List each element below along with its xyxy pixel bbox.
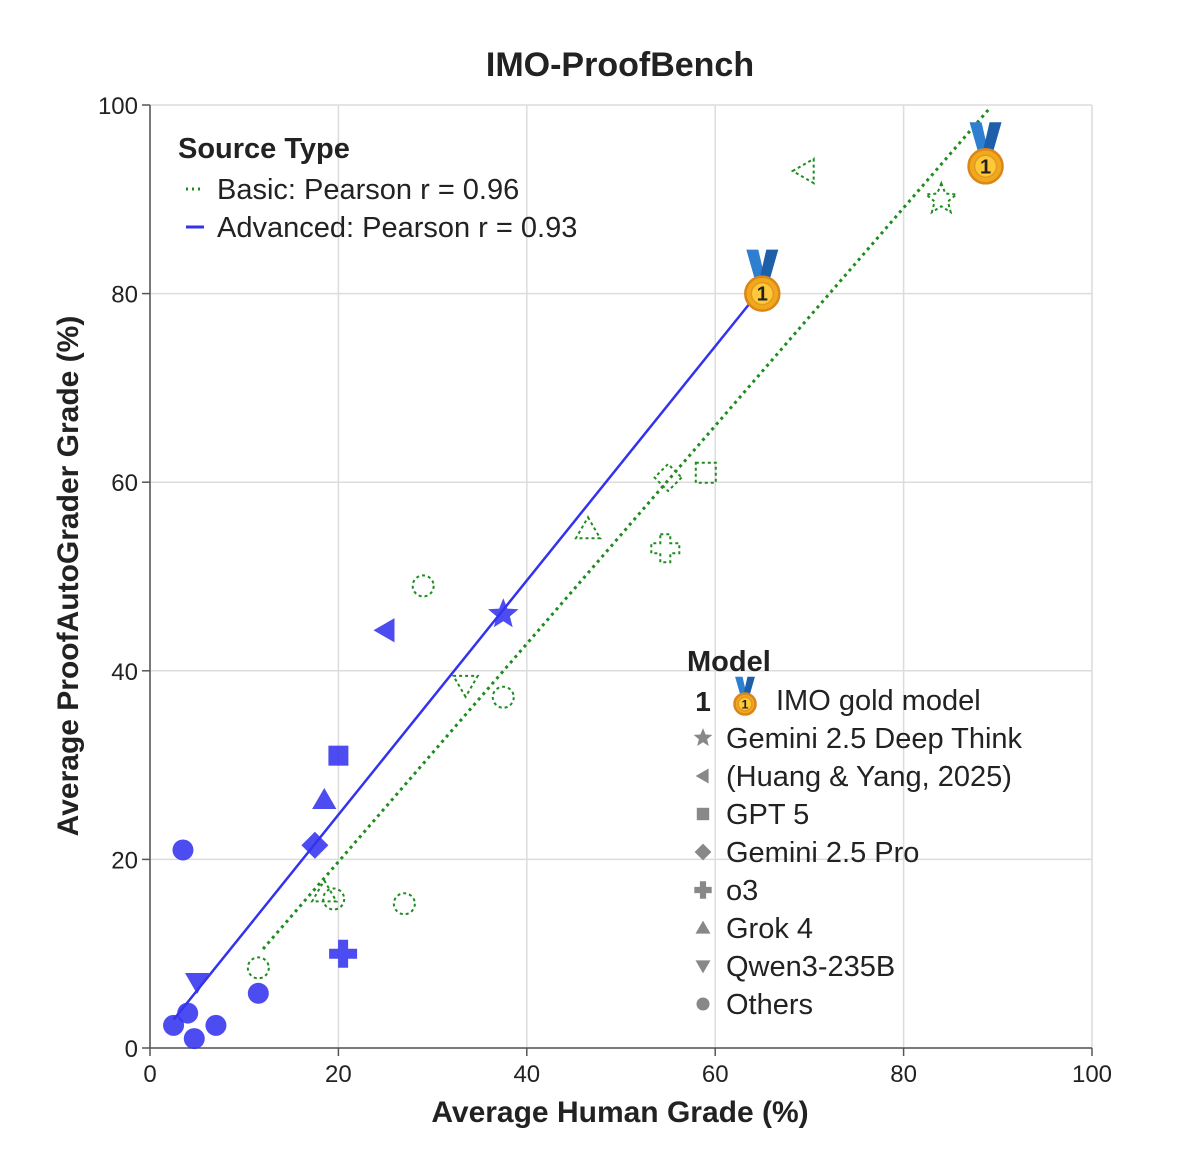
model-legend-label: IMO gold model: [776, 685, 981, 717]
basic-point-triangle-down: [451, 674, 480, 699]
model-legend-label: Gemini 2.5 Pro: [726, 837, 919, 869]
data-points: 11: [163, 122, 1004, 1050]
advanced-point-circle: [172, 839, 194, 861]
medal-number: 1: [980, 156, 991, 178]
advanced-point-square: [328, 745, 349, 766]
model-legend-label: Qwen3-235B: [726, 951, 895, 983]
advanced-point-diamond: [301, 831, 329, 859]
grid: [149, 104, 1093, 1049]
medal-ribbon-right: [743, 676, 755, 695]
medal-inner: [737, 696, 753, 712]
medal-ribbon-right: [760, 249, 779, 278]
advanced-point-medal: 1: [744, 249, 781, 312]
x-tick-label: 100: [1072, 1061, 1112, 1088]
source-legend-title: Source Type: [178, 133, 350, 165]
medal-inner: [973, 154, 998, 179]
advanced-fit-line: [172, 292, 759, 1021]
basic-point-triangle-up: [574, 515, 602, 540]
legend-gold-number: 1: [695, 686, 711, 717]
medal-ribbon-right: [983, 122, 1002, 151]
model-legend-label: (Huang & Yang, 2025): [726, 761, 1012, 793]
legend-marker-star: [693, 728, 713, 746]
y-tick-label: 0: [125, 1036, 138, 1063]
basic-point-triangle-left: [790, 157, 815, 185]
medal-number: 1: [742, 697, 749, 711]
legend-medal-icon: 1: [733, 676, 757, 716]
legend-marker-triangle-left: [695, 768, 709, 784]
advanced-point-star: [488, 598, 519, 628]
model-legend-label: GPT 5: [726, 799, 809, 831]
advanced-point-triangle-left: [373, 618, 395, 643]
advanced-legend-label: Advanced: Pearson r = 0.93: [217, 212, 577, 244]
advanced-point-circle: [163, 1014, 185, 1036]
basic-point-circle: [246, 956, 270, 980]
y-tick-label: 80: [111, 282, 138, 309]
chart-title: IMO-ProofBench: [486, 46, 754, 84]
basic-point-triangle-up: [310, 878, 339, 903]
basic-legend-label: Basic: Pearson r = 0.96: [217, 174, 519, 206]
model-legend-label: Gemini 2.5 Deep Think: [726, 723, 1023, 755]
medal-inner: [750, 281, 775, 306]
y-tick-label: 60: [111, 470, 138, 497]
model-legend: Model 1 1 IMO gold model Gemini 2.5 Deep Thi…: [687, 646, 1023, 1021]
model-legend-title: Model: [687, 646, 771, 678]
basic-point-medal: 1: [967, 122, 1004, 185]
fit-lines: [172, 108, 990, 1021]
legend-marker-square: [696, 807, 710, 821]
basic-point-circle: [322, 887, 346, 911]
advanced-point-triangle-up: [312, 788, 337, 809]
medal-ribbon-left: [969, 122, 988, 151]
x-tick-label: 20: [325, 1061, 352, 1088]
x-tick-label: 0: [143, 1061, 156, 1088]
advanced-point-circle: [205, 1014, 227, 1036]
advanced-point-triangle-down: [185, 973, 210, 994]
y-tick-label: 100: [98, 93, 138, 120]
medal-number: 1: [757, 284, 768, 306]
y-tick-label: 40: [111, 659, 138, 686]
advanced-point-plus: [329, 939, 358, 968]
advanced-point-circle: [183, 1028, 205, 1050]
model-legend-label: Others: [726, 989, 813, 1021]
basic-point-star: [923, 180, 960, 215]
basic-point-circle: [392, 892, 416, 916]
basic-point-circle: [491, 685, 515, 709]
x-tick-label: 60: [702, 1061, 729, 1088]
basic-point-diamond: [653, 462, 684, 493]
model-legend-label: Grok 4: [726, 913, 813, 945]
y-axis-label: Average ProofAutoGrader Grade (%): [52, 316, 85, 837]
legend-marker-diamond: [694, 843, 712, 861]
x-tick-label: 40: [513, 1061, 540, 1088]
legend-marker-triangle-down: [695, 960, 711, 974]
basic-point-square: [694, 461, 717, 484]
advanced-point-circle: [247, 982, 269, 1004]
x-tick-label: 80: [890, 1061, 917, 1088]
legend-marker-triangle-up: [695, 920, 711, 934]
source-type-legend: Source Type Basic: Pearson r = 0.96 Advanc…: [178, 133, 577, 244]
advanced-point-circle: [177, 1002, 199, 1024]
legend-marker-circle: [696, 997, 710, 1011]
x-axis-label: Average Human Grade (%): [431, 1096, 808, 1129]
basic-point-circle: [411, 574, 435, 598]
basic-fit-line: [261, 108, 990, 950]
medal-ribbon-left: [746, 249, 765, 278]
medal-ribbon-left: [735, 676, 747, 695]
basic-point-plus: [650, 533, 681, 564]
axis-ticks: 0 20 40 60 80 100 0 20 40 60 80 100: [98, 93, 1112, 1088]
legend-marker-plus: [694, 881, 712, 899]
model-legend-label: o3: [726, 875, 758, 907]
y-tick-label: 20: [111, 847, 138, 874]
